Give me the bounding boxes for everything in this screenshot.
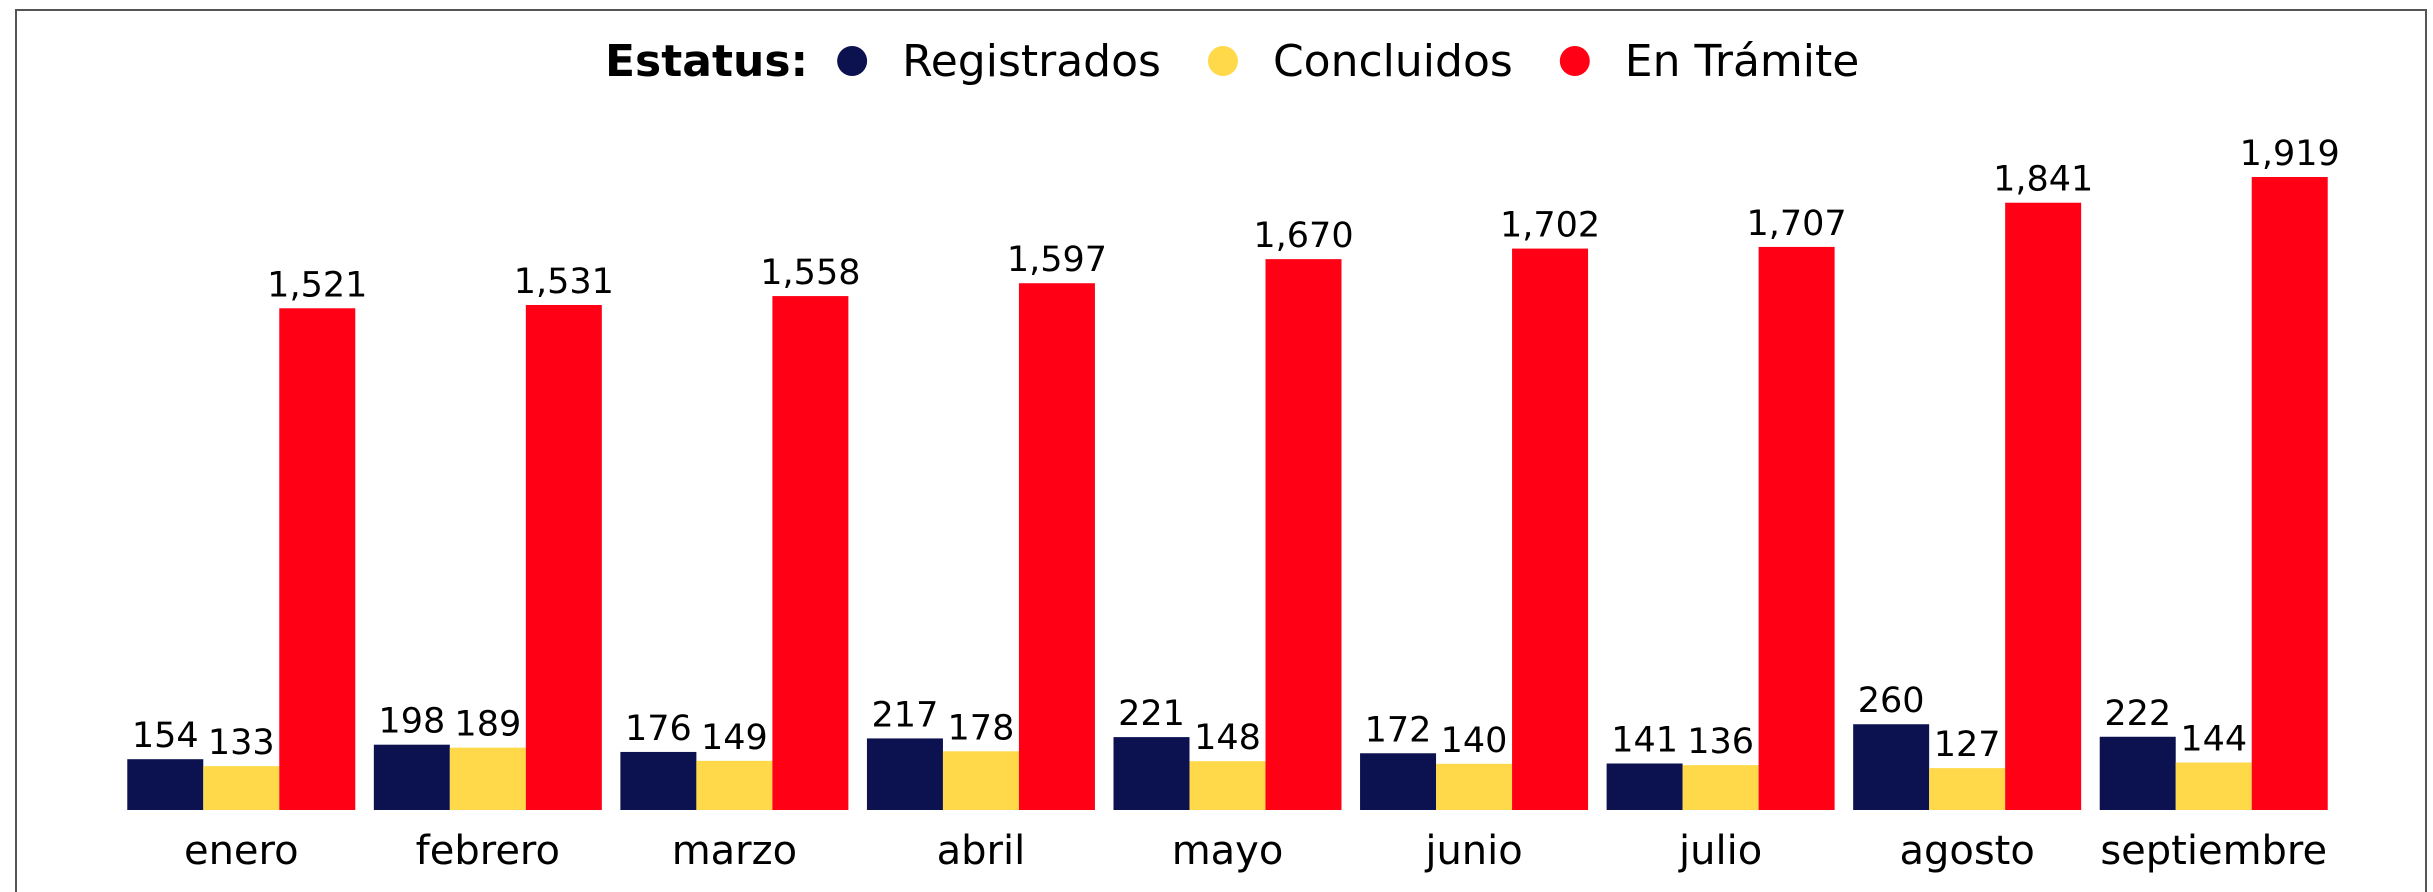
data-label: 1,707 <box>1747 204 1847 244</box>
bar <box>2175 762 2252 810</box>
bar <box>525 304 602 810</box>
data-label: 144 <box>2180 720 2247 760</box>
data-label: 222 <box>2104 694 2171 734</box>
x-tick-label: julio <box>1678 828 1762 874</box>
data-label: 1,558 <box>760 253 860 293</box>
bar <box>772 296 849 810</box>
data-label: 133 <box>208 723 275 763</box>
data-label: 221 <box>1118 694 1185 734</box>
data-label: 1,919 <box>2240 134 2340 174</box>
bar <box>1512 248 1589 810</box>
bar <box>1018 283 1095 810</box>
bar <box>1682 765 1759 810</box>
legend-marker <box>837 46 868 76</box>
bar <box>942 751 1019 810</box>
bar <box>1113 737 1190 810</box>
bar <box>1929 768 2006 810</box>
bar <box>1853 724 1930 810</box>
x-tick-label: junio <box>1424 828 1522 874</box>
legend-label: En Trámite <box>1625 36 1860 87</box>
x-tick-label: septiembre <box>2100 828 2327 874</box>
bar <box>449 747 526 810</box>
data-label: 1,702 <box>1500 206 1600 246</box>
bar <box>2251 177 2328 810</box>
bar <box>1189 761 1266 810</box>
data-label: 178 <box>948 708 1015 748</box>
bar <box>1758 246 1835 810</box>
data-label: 136 <box>1687 722 1754 762</box>
bar <box>127 759 204 810</box>
data-label: 149 <box>701 718 768 758</box>
x-tick-label: agosto <box>1899 828 2034 874</box>
data-label: 1,521 <box>267 265 367 305</box>
bar <box>1606 763 1683 810</box>
data-label: 172 <box>1365 710 1432 750</box>
x-tick-label: marzo <box>672 828 797 874</box>
bar <box>866 738 943 810</box>
data-label: 140 <box>1441 721 1508 761</box>
legend-label: Concluidos <box>1273 36 1513 87</box>
legend-title: Estatus: <box>605 36 808 87</box>
data-label: 1,670 <box>1253 216 1353 256</box>
data-label: 260 <box>1858 681 1925 721</box>
bar <box>696 760 773 810</box>
chart-frame <box>15 9 2427 892</box>
data-label: 1,597 <box>1007 240 1107 280</box>
legend-marker <box>1207 46 1238 76</box>
bar <box>620 751 697 810</box>
data-label: 141 <box>1611 720 1678 760</box>
bar <box>373 744 450 810</box>
bar <box>203 766 280 810</box>
data-label: 189 <box>454 705 521 745</box>
bar <box>1265 259 1342 810</box>
x-tick-label: abril <box>937 828 1026 874</box>
bar <box>1360 753 1437 810</box>
data-label: 1,841 <box>1993 160 2093 200</box>
bar <box>2099 736 2176 810</box>
x-tick-label: enero <box>184 828 299 874</box>
data-label: 154 <box>132 716 199 756</box>
bar <box>1436 763 1513 810</box>
legend-label: Registrados <box>902 36 1161 87</box>
data-label: 217 <box>872 695 939 735</box>
x-tick-label: mayo <box>1172 828 1284 874</box>
data-label: 198 <box>378 702 445 742</box>
x-tick-label: febrero <box>416 828 560 874</box>
data-label: 148 <box>1194 718 1261 758</box>
data-label: 1,531 <box>514 262 614 302</box>
legend-marker <box>1559 46 1590 76</box>
data-label: 127 <box>1934 725 2001 765</box>
data-label: 176 <box>625 709 692 749</box>
bar <box>279 308 356 810</box>
bar <box>2005 202 2082 811</box>
